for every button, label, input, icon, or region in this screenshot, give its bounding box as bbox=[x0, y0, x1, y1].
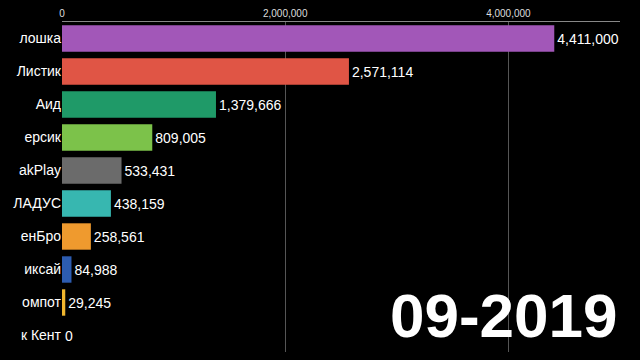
svg-text:1,379,666: 1,379,666 bbox=[219, 97, 281, 113]
svg-text:лошка: лошка bbox=[19, 30, 61, 46]
svg-text:4,411,000: 4,411,000 bbox=[557, 31, 618, 47]
svg-text:2,000,000: 2,000,000 bbox=[263, 8, 308, 19]
svg-text:258,561: 258,561 bbox=[94, 229, 145, 245]
svg-text:809,005: 809,005 bbox=[155, 130, 206, 146]
svg-text:09-2019: 09-2019 bbox=[390, 281, 618, 350]
svg-text:ерсик: ерсик bbox=[24, 129, 61, 145]
svg-text:Листик: Листик bbox=[17, 63, 62, 79]
svg-text:2,571,114: 2,571,114 bbox=[352, 64, 413, 80]
svg-text:ЛАДУС: ЛАДУС bbox=[13, 195, 61, 211]
svg-text:0: 0 bbox=[59, 8, 65, 19]
svg-text:к Кент: к Кент bbox=[21, 327, 62, 343]
svg-text:29,245: 29,245 bbox=[68, 295, 111, 311]
svg-text:84,988: 84,988 bbox=[74, 262, 117, 278]
svg-text:Аид: Аид bbox=[36, 96, 61, 112]
svg-text:438,159: 438,159 bbox=[114, 196, 165, 212]
svg-text:омпот: омпот bbox=[22, 294, 61, 310]
svg-text:енБро: енБро bbox=[21, 228, 61, 244]
svg-text:0: 0 bbox=[65, 328, 73, 344]
svg-text:4,000,000: 4,000,000 bbox=[486, 8, 531, 19]
svg-text:533,431: 533,431 bbox=[125, 163, 176, 179]
svg-text:иксай: иксай bbox=[24, 261, 61, 277]
svg-text:akPlay: akPlay bbox=[19, 162, 61, 178]
